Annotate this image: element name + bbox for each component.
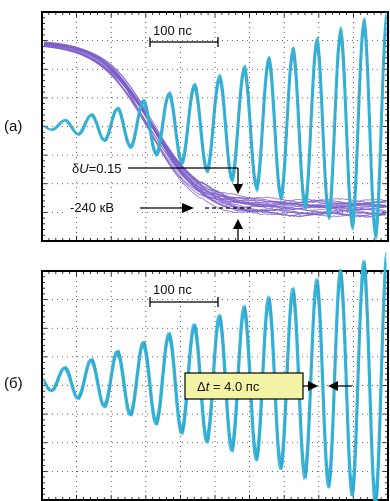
delta-u-label: δU=0.15	[72, 161, 122, 176]
voltage-label: -240 кВ	[70, 200, 114, 215]
panel-b-label: (б)	[4, 375, 23, 392]
panel-a-cyan-traces	[43, 11, 387, 242]
panel-b-ticks	[42, 271, 388, 500]
cyan-trace	[43, 11, 387, 240]
voltage-annotation: -240 кВ	[66, 199, 194, 217]
panel-a-scale-bar-label: 100 пс	[153, 23, 192, 38]
panel-a-scale-bar: 100 пс	[149, 22, 219, 47]
delta-t-label: Δt = 4.0 пс	[197, 379, 260, 394]
delta-u-annotation: δU=0.15	[70, 160, 252, 240]
cyan-trace	[43, 259, 387, 501]
panel-b-scale-bar-label: 100 пс	[153, 282, 192, 297]
panel-b-scale-bar: 100 пс	[149, 281, 219, 307]
panel-a-purple-traces	[43, 41, 387, 218]
panel-a: 100 пс δU=0.15 -240 кВ	[41, 11, 389, 242]
delta-t-box	[184, 372, 304, 400]
delta-t-annotation: Δt = 4.0 пс	[184, 372, 352, 400]
cyan-trace	[43, 257, 387, 501]
panel-b: 100 пс Δt = 4.0 пс	[41, 252, 389, 501]
panel-a-ticks	[42, 12, 388, 241]
panel-a-label: (a)	[4, 118, 22, 135]
purple-trace	[43, 43, 387, 204]
panel-b-cyan-traces	[43, 252, 387, 501]
